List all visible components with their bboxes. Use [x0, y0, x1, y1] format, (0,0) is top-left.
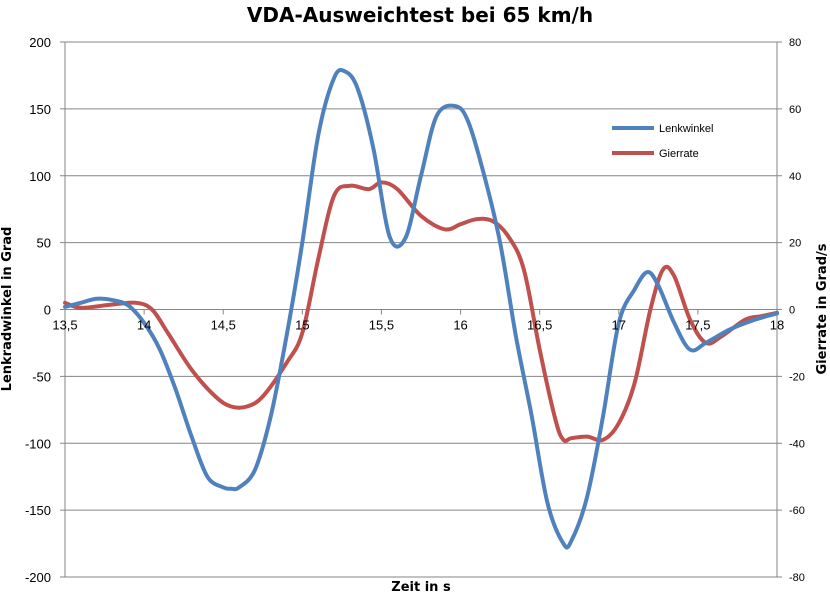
y-tick-label: 100: [29, 169, 51, 184]
y-axis-title: Lenkradwinkel in Grad: [0, 227, 15, 392]
y-tick-label: 150: [29, 102, 51, 117]
y2-tick-label: 40: [789, 171, 801, 183]
x-tick-label: 17,5: [685, 318, 710, 333]
x-tick-label: 14: [137, 318, 151, 333]
x-tick-label: 17: [612, 318, 626, 333]
x-tick-label: 15,5: [369, 318, 394, 333]
legend-label-gierrate: Gierrate: [659, 148, 699, 160]
y-tick-label: 200: [29, 35, 51, 50]
legend-label-lenkwinkel: Lenkwinkel: [659, 123, 713, 135]
y2-tick-label: 0: [789, 305, 795, 317]
y2-tick-label: -60: [789, 505, 805, 517]
y2-tick-label: -20: [789, 371, 805, 383]
y-tick-label: -200: [25, 570, 51, 585]
series-line-lenkwinkel: [63, 67, 779, 550]
tick-labels: 200150100500-50-100-150-200806040200-20-…: [25, 35, 805, 585]
y2-tick-label: 20: [789, 238, 801, 250]
y2-tick-label: 80: [789, 37, 801, 49]
legend: Lenkwinkel Gierrate: [612, 123, 713, 160]
y-tick-label: -150: [25, 503, 51, 518]
y2-tick-label: -40: [789, 438, 805, 450]
x-axis-title: Zeit in s: [391, 580, 451, 594]
x-tick-label: 18: [770, 318, 784, 333]
y2-axis-title: Gierrate in Grad/s: [815, 243, 830, 374]
y2-tick-label: 60: [789, 104, 801, 116]
y-tick-label: -100: [25, 436, 51, 451]
x-tick-label: 14,5: [211, 318, 236, 333]
x-tick-label: 16: [453, 318, 467, 333]
y2-tick-label: -80: [789, 572, 805, 584]
x-tick-label: 16,5: [527, 318, 552, 333]
y-tick-label: -50: [32, 369, 51, 384]
y-tick-label: 50: [37, 236, 51, 251]
x-tick-label: 15: [295, 318, 309, 333]
series-line-gierrate: [63, 180, 779, 443]
x-tick-label: 13,5: [52, 318, 77, 333]
series-lines: [63, 67, 779, 550]
axes: [60, 41, 782, 578]
y-tick-label: 0: [44, 303, 51, 318]
chart-title: VDA-Ausweichtest bei 65 km/h: [247, 3, 593, 27]
